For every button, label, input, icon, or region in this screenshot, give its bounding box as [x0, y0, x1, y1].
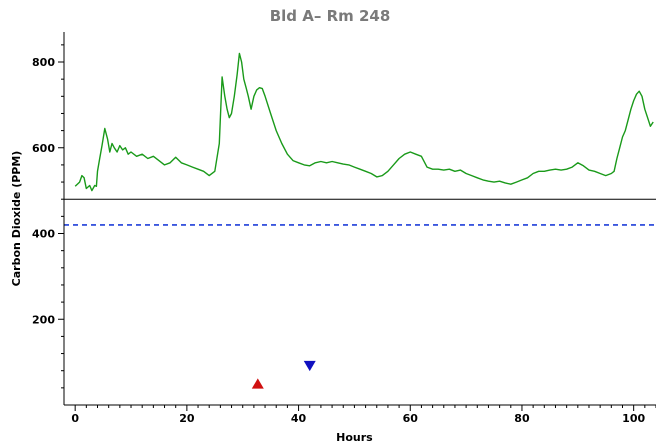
- y-tick-label: 200: [32, 313, 55, 326]
- y-tick-label: 600: [32, 142, 55, 155]
- x-tick-label: 80: [514, 412, 530, 425]
- plot-area: [64, 52, 656, 389]
- blue-triangle-down-marker: [303, 360, 316, 372]
- y-axis-title: Carbon Dioxide (PPM): [10, 151, 23, 287]
- y-axis-ticks: 200 400 600 800: [32, 44, 64, 389]
- y-tick-label: 800: [32, 56, 55, 69]
- chart-title: Bld A– Rm 248: [270, 7, 391, 25]
- x-axis-ticks: 0 20 40 60 80 100: [71, 405, 656, 425]
- x-axis-title: Hours: [336, 431, 373, 444]
- co2-series-line: [74, 52, 654, 192]
- x-tick-label: 40: [291, 412, 307, 425]
- red-triangle-up-marker: [251, 378, 264, 389]
- y-tick-label: 400: [32, 228, 55, 241]
- x-tick-label: 60: [403, 412, 419, 425]
- x-tick-label: 100: [622, 412, 645, 425]
- x-tick-label: 0: [71, 412, 79, 425]
- x-tick-label: 20: [179, 412, 195, 425]
